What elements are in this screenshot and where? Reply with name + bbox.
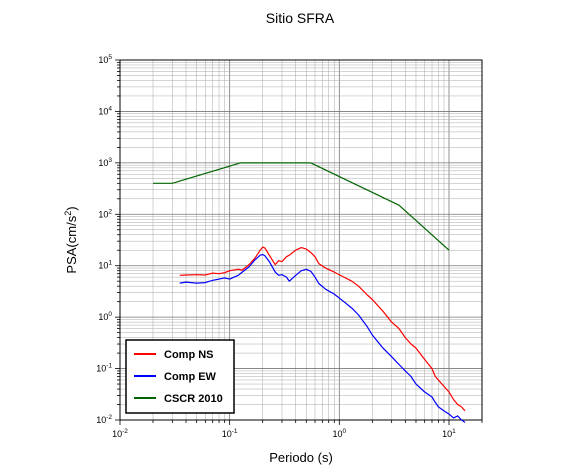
x-tick-label: 10-1 bbox=[222, 428, 238, 439]
x-tick-label: 10-2 bbox=[112, 428, 128, 439]
y-axis-title: PSA(cm/s2) bbox=[63, 206, 79, 273]
y-tick-label: 100 bbox=[98, 311, 112, 322]
series-line-comp-ns bbox=[179, 246, 466, 412]
series-line-comp-ew bbox=[179, 253, 466, 423]
x-axis-title: Periodo (s) bbox=[269, 450, 333, 465]
svg-text:PSA(cm/s2): PSA(cm/s2) bbox=[63, 206, 79, 273]
series-lines bbox=[153, 162, 466, 423]
grid bbox=[119, 59, 483, 421]
series-line-cscr-2010 bbox=[153, 162, 450, 251]
y-tick-label: 105 bbox=[98, 54, 112, 65]
y-tick-label: 103 bbox=[98, 157, 112, 168]
x-tick-label: 101 bbox=[442, 428, 456, 439]
legend-label-comp-ew: Comp EW bbox=[164, 371, 217, 383]
legend-label-cscr-2010: CSCR 2010 bbox=[164, 393, 223, 405]
y-axis-title-close: ) bbox=[64, 206, 79, 210]
axis-ticks: 10-2 10-1 100 101 10-2 10-1 100 101 102 103 104 105 bbox=[96, 54, 483, 439]
y-tick-label: 10-2 bbox=[96, 414, 112, 425]
y-tick-label: 102 bbox=[98, 208, 112, 219]
y-axis-title-sup: 2 bbox=[63, 211, 73, 216]
plot-frame bbox=[119, 59, 483, 421]
y-tick-label: 10-1 bbox=[96, 363, 112, 374]
legend-label-comp-ns: Comp NS bbox=[164, 349, 214, 361]
x-tick-label: 100 bbox=[333, 428, 347, 439]
y-tick-label: 104 bbox=[98, 105, 112, 116]
y-tick-label: 101 bbox=[98, 260, 112, 271]
chart-title: Sitio SFRA bbox=[266, 10, 335, 26]
legend: Comp NS Comp EW CSCR 2010 bbox=[125, 339, 235, 414]
y-axis-title-main: PSA(cm/s bbox=[64, 215, 79, 273]
